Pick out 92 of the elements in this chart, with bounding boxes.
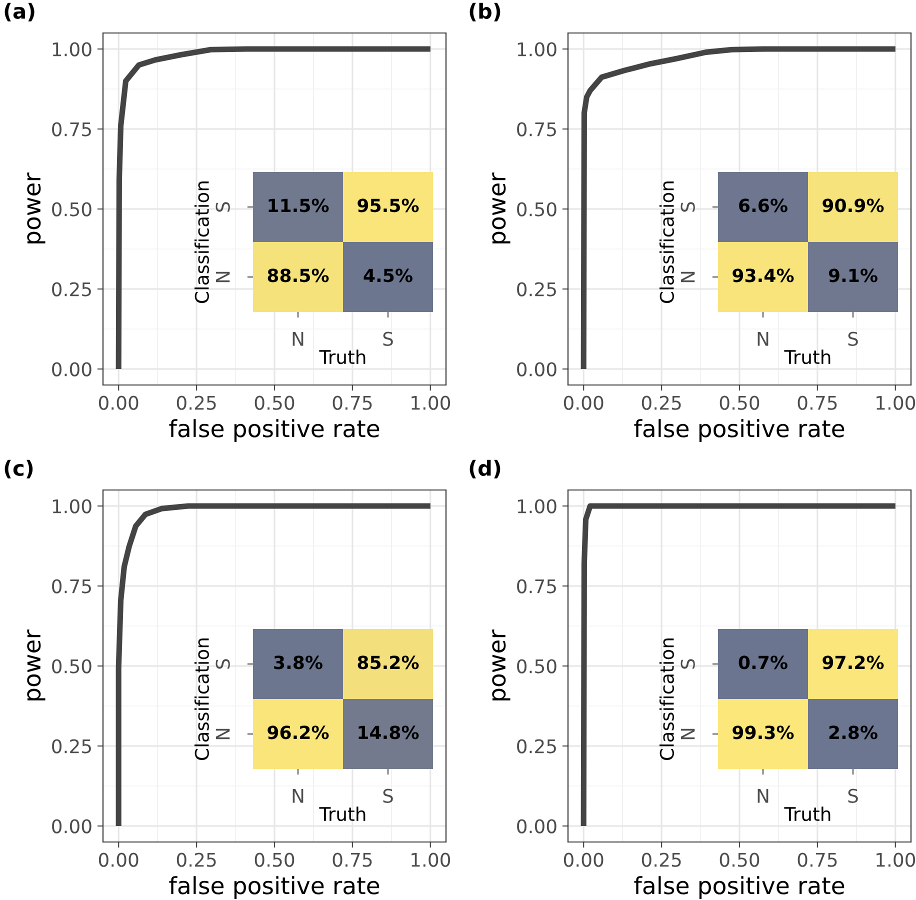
chart-title: (c) (4, 460, 33, 478)
x-tick-label: N (758, 789, 768, 803)
y-axis-title: Classification (659, 182, 674, 303)
y-tick-label: 0.00 (52, 819, 92, 834)
x-tick-label: 0.50 (720, 396, 760, 410)
y-tick-label: S (680, 659, 695, 669)
y-tick-label: N (680, 272, 695, 282)
y-tick-label: 0.25 (52, 282, 91, 296)
data-label: 88.5% (268, 268, 329, 282)
x-tick-label: 1.00 (412, 852, 450, 867)
y-axis-title: power (27, 172, 46, 244)
y-tick-label: 0.00 (52, 362, 92, 376)
data-label: 0.7% (738, 656, 788, 670)
x-axis-title: Truth (784, 350, 830, 364)
x-tick-label: 1.00 (876, 852, 916, 867)
data-label: 14.8% (358, 726, 419, 740)
data-label: 2.8% (829, 726, 878, 740)
y-tick-label: 0.75 (52, 579, 91, 594)
data-label: 9.1% (828, 268, 878, 282)
y-tick-label: 0.00 (517, 362, 556, 376)
x-tick-label: 0.50 (254, 396, 294, 410)
y-tick-label: 0.25 (52, 739, 91, 754)
y-tick-label: 0.50 (52, 659, 92, 674)
x-axis-title: Truth (784, 806, 830, 822)
x-axis-title: false positive rate (169, 419, 380, 442)
data-label: 95.5% (358, 198, 419, 212)
x-tick-label: 0.25 (642, 852, 681, 867)
x-tick-label: 0.00 (98, 396, 138, 410)
x-tick-label: 0.00 (564, 852, 604, 867)
x-axis-title: Truth (319, 350, 366, 364)
x-axis-title: false positive rate (634, 876, 844, 899)
x-tick-label: 0.75 (798, 396, 837, 410)
data-label: 6.6% (739, 198, 788, 212)
y-tick-label: 0.00 (517, 819, 556, 834)
x-tick-label: 0.75 (332, 852, 372, 867)
data-label: 97.2% (822, 656, 884, 670)
data-label: 4.5% (364, 268, 412, 282)
data-label: 96.2% (268, 726, 329, 740)
x-tick-label: 0.00 (564, 396, 604, 410)
data-label: 90.9% (822, 198, 884, 212)
y-tick-label: 0.25 (517, 282, 556, 296)
x-tick-label: 0.25 (176, 396, 216, 410)
y-tick-label: S (216, 202, 230, 212)
chart-title: (d) (470, 460, 500, 478)
x-tick-label: 1.00 (412, 396, 450, 410)
y-tick-label: 0.75 (517, 122, 556, 136)
x-tick-label: 0.75 (798, 852, 837, 867)
x-tick-label: 1.00 (876, 396, 916, 410)
y-tick-label: 1.00 (52, 499, 92, 514)
y-axis-title: power (27, 630, 46, 700)
x-tick-label: S (383, 332, 393, 346)
y-tick-label: S (216, 659, 230, 669)
x-tick-label: S (848, 788, 858, 803)
x-tick-label: N (758, 332, 768, 346)
x-tick-label: 0.25 (176, 852, 216, 867)
y-axis-title: Classification (194, 182, 209, 303)
chart-title: (a) (4, 2, 34, 22)
y-tick-label: 0.75 (52, 122, 91, 136)
y-tick-label: 0.50 (517, 659, 556, 674)
x-tick-label: 0.25 (642, 396, 681, 410)
y-tick-label: 0.50 (517, 202, 556, 216)
x-tick-label: 0.50 (254, 852, 294, 867)
x-tick-label: 0.75 (332, 396, 372, 410)
x-tick-label: 0.00 (98, 852, 138, 867)
y-tick-label: S (680, 202, 695, 212)
x-tick-label: N (292, 332, 304, 346)
x-axis-title: false positive rate (169, 876, 380, 899)
y-tick-label: 0.75 (517, 579, 556, 594)
chart-title: (b) (470, 2, 500, 22)
x-axis-title: Truth (319, 806, 366, 822)
y-tick-label: 1.00 (52, 42, 92, 56)
y-axis-title: power (492, 630, 510, 700)
x-tick-label: S (383, 788, 393, 803)
x-tick-label: 0.50 (720, 852, 760, 867)
data-label: 99.3% (732, 726, 794, 740)
data-label: 11.5% (268, 198, 329, 212)
y-tick-label: N (216, 272, 230, 282)
y-axis-title: Classification (659, 638, 674, 760)
data-label: 3.8% (274, 656, 322, 670)
data-label: 93.4% (732, 268, 794, 282)
data-label: 85.2% (358, 656, 419, 670)
y-tick-label: 0.25 (517, 739, 556, 754)
x-tick-label: S (848, 332, 858, 346)
y-axis-title: Classification (194, 638, 209, 760)
x-axis-title: false positive rate (634, 419, 844, 442)
y-tick-label: 1.00 (518, 499, 556, 514)
x-tick-label: N (292, 789, 304, 803)
y-axis-title: power (492, 172, 510, 244)
y-tick-label: 0.50 (52, 202, 92, 216)
y-tick-label: N (216, 728, 230, 740)
y-tick-label: 1.00 (518, 42, 556, 56)
y-tick-label: N (680, 728, 695, 740)
